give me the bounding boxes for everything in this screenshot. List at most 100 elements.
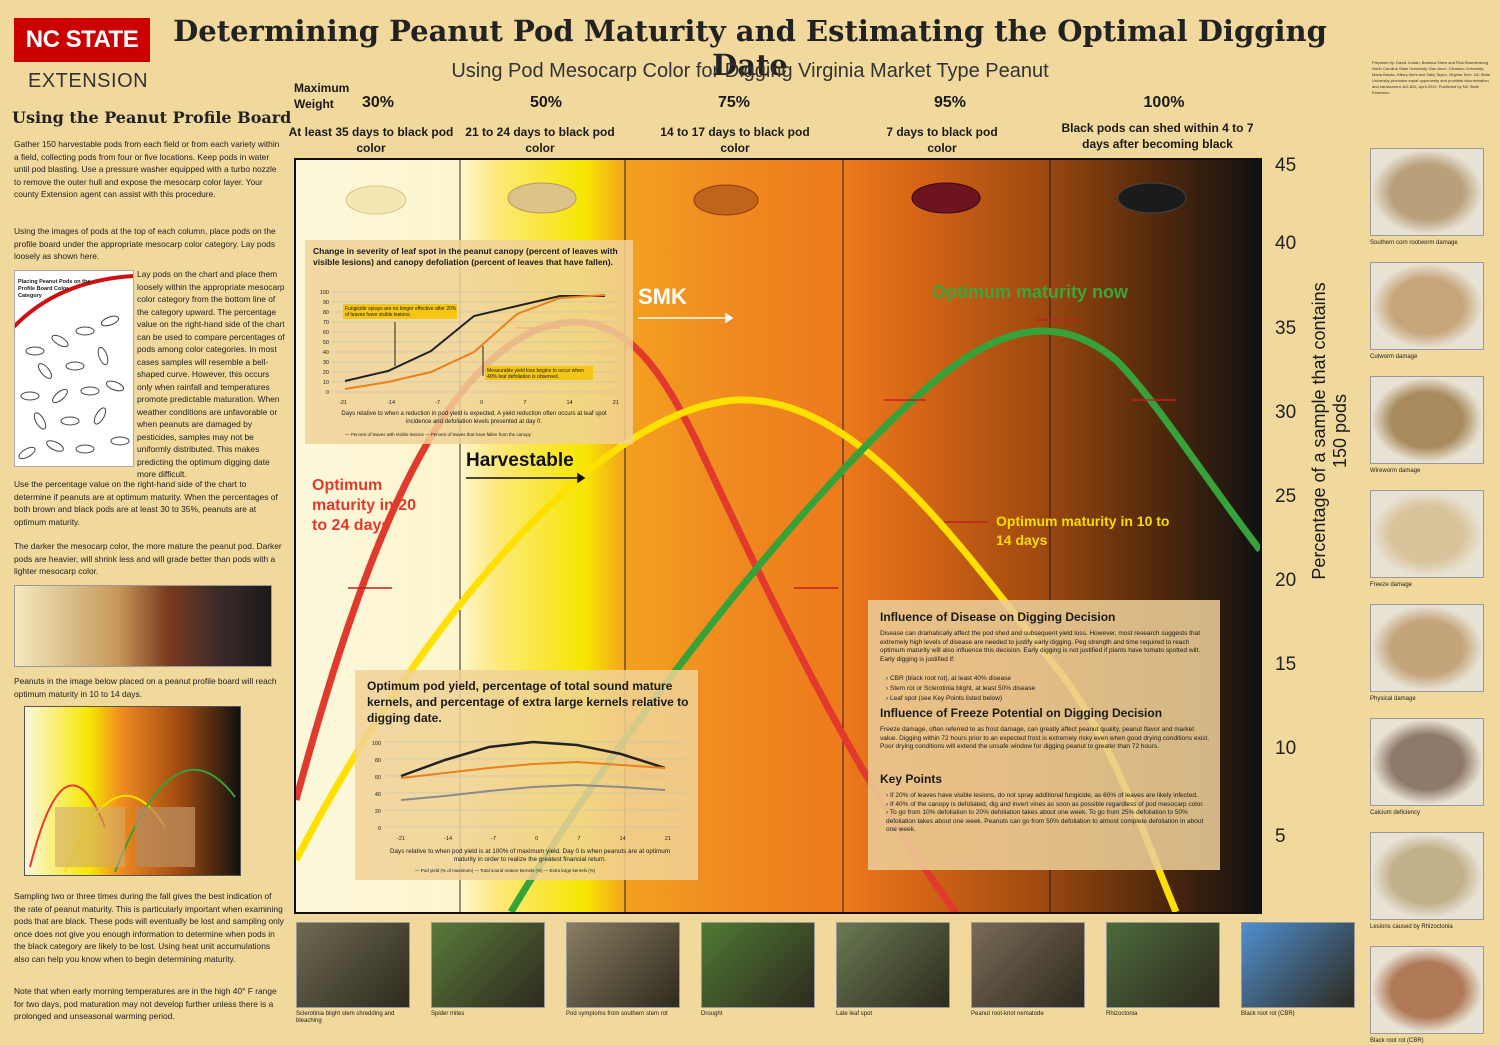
bottom-photo-caption-4: Drought bbox=[701, 1011, 723, 1017]
bottom-photo-1 bbox=[296, 922, 410, 1008]
y-tick-30: 30 bbox=[1275, 402, 1297, 423]
pod-yield-inset: Optimum pod yield, percentage of total s… bbox=[355, 670, 698, 880]
optimum-now-label: Optimum maturity now bbox=[932, 282, 1129, 302]
left-paragraph-5: The darker the mesocarp color, the more … bbox=[14, 541, 282, 576]
bottom-photo-caption-5: Late leaf spot bbox=[836, 1011, 873, 1017]
bottom-photo-caption-7: Rhizoctonia bbox=[1106, 1011, 1138, 1017]
inset2-pod-yield-line bbox=[400, 740, 666, 778]
profile-board-thumbnail bbox=[24, 706, 241, 876]
left-paragraph-7: Sampling two or three times during the f… bbox=[14, 891, 284, 964]
col-pct-95: 95% bbox=[933, 94, 967, 111]
right-photo-5 bbox=[1370, 604, 1484, 692]
col-pct-100: 100% bbox=[1143, 94, 1185, 111]
pod-color-photo bbox=[14, 585, 272, 667]
inset1-note-b: Measurable yield loss begins to occur wh… bbox=[487, 368, 584, 380]
left-paragraph-6: Peanuts in the image below placed on a p… bbox=[14, 676, 277, 699]
profile-board-chart: SMK Harvestable Optimum maturity now Opt… bbox=[294, 158, 1262, 914]
pod-image-75 bbox=[693, 184, 759, 216]
pod-image-100 bbox=[1117, 182, 1187, 214]
inset2-y-ticks: 100 80 60 40 20 0 bbox=[371, 741, 381, 832]
right-photo-caption-7: Lesions caused by Rhizoctonia bbox=[1370, 924, 1453, 930]
left-paragraph-4: Use the percentage value on the right-ha… bbox=[14, 479, 278, 527]
right-photo-caption-4: Freeze damage bbox=[1370, 582, 1413, 588]
right-photo-caption-3: Wireworm damage bbox=[1370, 468, 1421, 474]
smk-label: SMK bbox=[638, 284, 687, 309]
bottom-photo-5 bbox=[836, 922, 950, 1008]
bottom-photo-7 bbox=[1106, 922, 1220, 1008]
placing-pods-caption: Placing Peanut Pods on the Profile Board… bbox=[18, 279, 91, 299]
right-photo-caption-8: Black root rot (CBR) bbox=[1370, 1038, 1424, 1044]
bottom-photo-3 bbox=[566, 922, 680, 1008]
inset1-y-ticks: 100 90 80 70 60 50 40 30 20 10 0 bbox=[319, 290, 329, 396]
y-tick-5: 5 bbox=[1275, 826, 1286, 847]
inset1-note-a: Fungicide sprays are no longer effective… bbox=[345, 306, 457, 318]
pod-image-30 bbox=[345, 185, 407, 215]
bottom-photo-caption-6: Peanut root-knot nematode bbox=[971, 1011, 1044, 1017]
col-pct-75: 75% bbox=[717, 94, 751, 111]
optimum-10-14-label: Optimum maturity in 10 to 14 days bbox=[996, 513, 1170, 548]
left-paragraph-1: Gather 150 harvestable pods from each fi… bbox=[14, 139, 280, 199]
right-photo-caption-5: Physical damage bbox=[1370, 696, 1416, 702]
bottom-photo-4 bbox=[701, 922, 815, 1008]
right-photo-6 bbox=[1370, 718, 1484, 806]
page-subtitle: Using Pod Mesocarp Color for Digging Vir… bbox=[451, 60, 1049, 82]
inset1-lesions-line bbox=[344, 295, 605, 382]
col-pct-30: 30% bbox=[361, 94, 395, 111]
nc-state-logo: NC STATE bbox=[14, 18, 150, 62]
pod-image-95 bbox=[911, 182, 981, 214]
bottom-photo-2 bbox=[431, 922, 545, 1008]
inset1-legend: — Percent of leaves with visible lesions… bbox=[345, 432, 531, 437]
bottom-photo-caption-8: Black root rot (CBR) bbox=[1241, 1011, 1295, 1017]
bottom-photo-8 bbox=[1241, 922, 1355, 1008]
right-photo-caption-1: Southern corn rootworm damage bbox=[1370, 240, 1458, 246]
left-heading: Using the Peanut Profile Board bbox=[12, 108, 292, 127]
info-box: Influence of Disease on Digging Decision… bbox=[868, 600, 1220, 870]
right-photo-4 bbox=[1370, 490, 1484, 578]
pod-image-50 bbox=[507, 182, 577, 214]
disease-bullets: › CBR (black root rot), at least 40% dis… bbox=[886, 675, 1036, 702]
bottom-photo-6 bbox=[971, 922, 1085, 1008]
bottom-photo-caption-2: Spider mites bbox=[431, 1011, 465, 1017]
right-photo-8 bbox=[1370, 946, 1484, 1034]
key-points-heading: Key Points bbox=[880, 772, 943, 786]
harvestable-label: Harvestable bbox=[466, 450, 574, 471]
disease-heading: Influence of Disease on Digging Decision bbox=[880, 610, 1116, 624]
key-points-list: › If 20% of leaves have visible lesions,… bbox=[886, 792, 1204, 833]
bottom-photo-caption-1: Sclerotinia blight stem shredding and bl… bbox=[296, 1011, 395, 1024]
y-tick-35: 35 bbox=[1275, 318, 1297, 339]
inset2-caption: Days relative to when pod yield is at 10… bbox=[390, 848, 670, 863]
y-tick-40: 40 bbox=[1275, 233, 1297, 254]
y-tick-25: 25 bbox=[1275, 486, 1297, 507]
inset1-x-ticks: -21 -14 -7 0 7 14 21 bbox=[339, 400, 619, 406]
freeze-heading: Influence of Freeze Potential on Digging… bbox=[880, 706, 1163, 720]
inset2-x-ticks: -21 -14 -7 0 7 14 21 bbox=[397, 836, 671, 842]
inset1-caption: Days relative to when a reduction in pod… bbox=[341, 411, 607, 425]
max-weight-label: Maximum Weight bbox=[294, 81, 350, 111]
col-days-75: 14 to 17 days to black pod color bbox=[660, 125, 810, 155]
y-tick-10: 10 bbox=[1275, 738, 1297, 759]
right-photo-7 bbox=[1370, 832, 1484, 920]
col-days-50: 21 to 24 days to black pod color bbox=[465, 125, 615, 155]
right-photo-2 bbox=[1370, 262, 1484, 350]
right-photo-caption-6: Calcium deficiency bbox=[1370, 810, 1421, 816]
optimum-20-24-label: Optimum maturity in 20 to 24 days bbox=[312, 477, 417, 534]
bottom-photo-caption-3: Pod symptoms from southern stem rot bbox=[566, 1011, 668, 1017]
pod-images bbox=[345, 182, 1187, 216]
y-axis-label: Percentage of a sample that contains 150… bbox=[1309, 282, 1350, 580]
extension-label: EXTENSION bbox=[28, 70, 149, 92]
disease-text: Disease can dramatically affect the pod … bbox=[880, 630, 1201, 663]
inset2-elk-line bbox=[400, 783, 666, 801]
leaf-spot-inset: Change in severity of leaf spot in the p… bbox=[305, 240, 633, 444]
col-days-95: 7 days to black pod color bbox=[886, 125, 998, 155]
y-tick-20: 20 bbox=[1275, 570, 1297, 591]
col-pct-50: 50% bbox=[529, 94, 563, 111]
inset2-legend: — Pod yield (% of maximum) — Total sound… bbox=[415, 868, 596, 873]
placing-pods-figure: Placing Peanut Pods on the Profile Board… bbox=[14, 270, 134, 467]
y-tick-15: 15 bbox=[1275, 654, 1297, 675]
y-tick-45: 45 bbox=[1275, 155, 1297, 176]
col-days-100: Black pods can shed within 4 to 7 days a… bbox=[1061, 121, 1254, 151]
inset1-defoliation-line bbox=[344, 294, 606, 390]
inset2-title: Optimum pod yield, percentage of total s… bbox=[367, 679, 689, 725]
right-photo-1 bbox=[1370, 148, 1484, 236]
right-photo-caption-2: Cutworm damage bbox=[1370, 354, 1418, 360]
